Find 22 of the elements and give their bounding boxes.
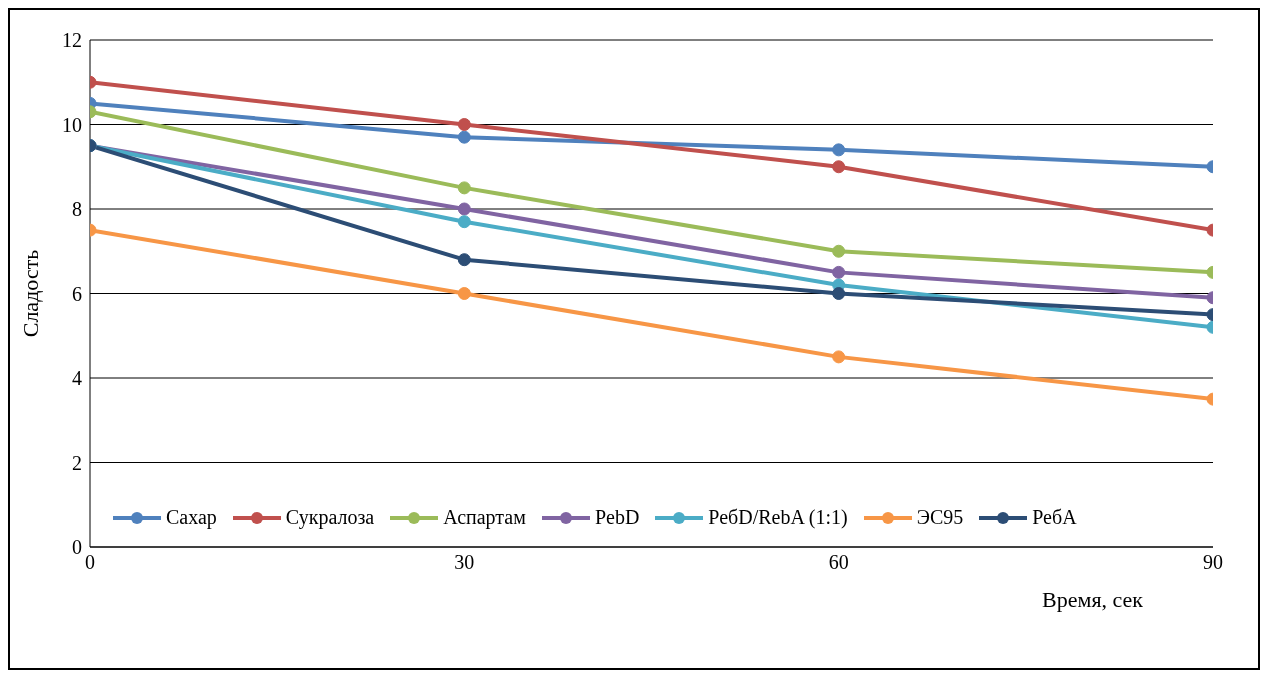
y-tick-label: 12: [62, 29, 82, 52]
point: [832, 265, 846, 279]
legend-label: Аспартам: [443, 506, 526, 529]
legend-label: ЭС95: [916, 506, 964, 529]
legend-label: РебD/RebA (1:1): [708, 506, 848, 529]
x-tick-label: 30: [454, 551, 475, 574]
y-tick-label: 4: [72, 367, 82, 390]
y-tick-label: 0: [72, 536, 82, 559]
y-axis-title: Сладость: [17, 249, 43, 338]
y-tick-label: 10: [62, 113, 82, 136]
point: [457, 202, 471, 216]
x-tick-label: 90: [1203, 551, 1223, 574]
y-tick-label: 8: [72, 198, 82, 221]
legend-label: РебA: [1032, 506, 1077, 529]
legend-label: PebD: [594, 506, 640, 529]
point: [457, 215, 471, 229]
y-tick-label: 2: [72, 451, 82, 474]
legend-label: Сукралоза: [285, 506, 375, 529]
legend-label: Сахар: [166, 506, 217, 529]
x-axis-title: Время, сек: [1042, 587, 1144, 612]
y-tick-label: 6: [72, 282, 82, 305]
x-tick-label: 60: [828, 551, 849, 574]
